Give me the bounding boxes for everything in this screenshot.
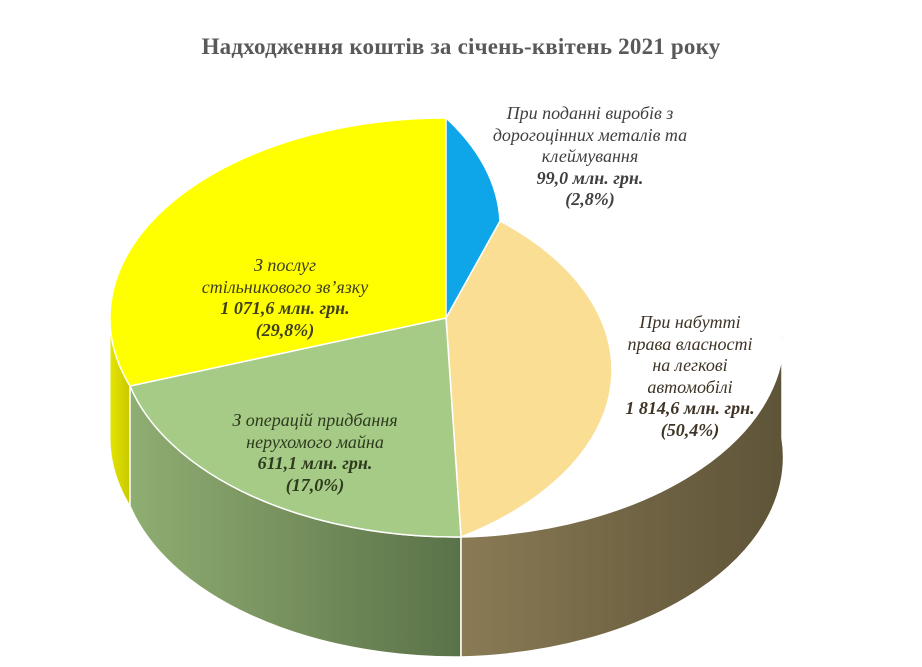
data-label-real-estate: З операцій придбання нерухомого майна 61… [185,410,445,496]
label-value: 611,1 млн. грн. [257,453,373,473]
label-line: З операцій придбання [232,410,398,430]
side-wall-tan [460,317,785,658]
data-label-cars: При набутті права власності на легкові а… [575,312,805,441]
label-line: на легкові [652,355,728,375]
data-label-precious-metals: При поданні виробів з дорогоцінних метал… [440,103,740,211]
data-label-cellular: З послуг стільникового зв’язку 1 071,6 м… [160,255,410,341]
label-percent: (2,8%) [565,189,615,209]
label-line: автомобілі [647,376,733,397]
label-value: 1 814,6 млн. грн. [625,398,755,418]
label-percent: (29,8%) [255,319,315,340]
slice-yellow[interactable] [109,117,447,387]
label-line: клеймування [541,146,639,166]
label-value: 99,0 млн. грн. [536,167,644,188]
label-line: стільникового зв’язку [201,276,369,297]
label-value: 1 071,6 млн. грн. [220,298,350,318]
label-line: При поданні виробів з [506,103,674,123]
label-line: дорогоцінних металів та [492,124,688,145]
label-line: нерухомого майна [246,431,384,452]
label-line: При набутті [639,312,741,332]
slice-tan[interactable] [445,219,613,539]
slice-green[interactable] [128,317,462,538]
label-percent: (17,0%) [285,474,345,495]
label-percent: (50,4%) [660,419,720,440]
slice-blue[interactable] [445,116,501,321]
label-line: З послуг [253,255,317,275]
label-line: права власності [627,333,753,354]
chart-title: Надходження коштів за січень-квітень 202… [201,34,721,59]
